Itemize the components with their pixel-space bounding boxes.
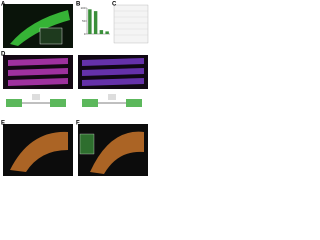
panel-label: D (1, 52, 6, 58)
diagram-left (6, 94, 66, 107)
bar (105, 31, 109, 34)
inset (79, 133, 95, 155)
tissue (90, 131, 144, 174)
y-tick-label: 0 (84, 32, 86, 36)
tissue (10, 131, 68, 172)
bar (99, 30, 104, 34)
tissue (82, 58, 144, 86)
y-tick-label: 100 (80, 6, 85, 10)
panel-label: C (112, 2, 117, 8)
table-c (113, 4, 149, 44)
bar (88, 9, 92, 35)
figure: A B C D E F 0 50 100 (1, 2, 149, 176)
diagram-right (82, 94, 142, 107)
panel-label: E (1, 121, 5, 127)
inset (39, 27, 63, 45)
y-tick-label: 50 (82, 19, 86, 23)
panel-label: F (76, 121, 80, 127)
panel-label: A (1, 2, 6, 8)
panel-label: B (76, 2, 81, 8)
table-rules (114, 10, 148, 36)
bar (93, 11, 98, 35)
tissue (8, 58, 68, 86)
